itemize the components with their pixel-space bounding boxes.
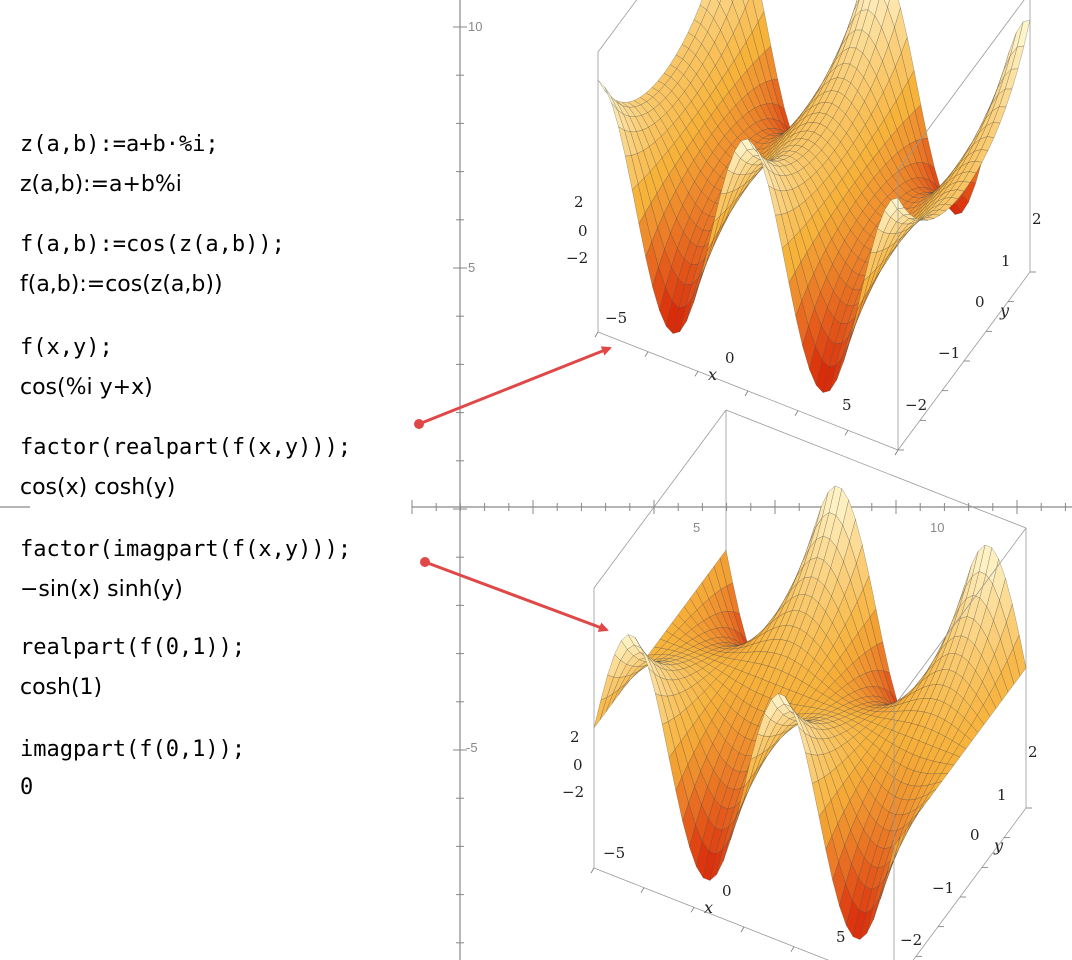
output-line: cos(x) cosh(y) [20, 475, 176, 500]
x-tick-mark [790, 946, 795, 952]
y-tick-label: 0 [975, 293, 985, 311]
bounding-box-edge [593, 409, 727, 589]
bounding-box-edge [893, 527, 1027, 707]
z-tick-label: 2 [570, 728, 580, 746]
y-tick-label: 0 [970, 826, 980, 844]
y-tick-label-neg5: -5 [466, 740, 478, 755]
x-tick-label: 5 [842, 396, 852, 414]
x-tick-mark [740, 926, 745, 933]
y-axis-label: y [993, 836, 1004, 855]
z-tick-label: 0 [578, 222, 588, 240]
y-tick-label: −1 [932, 879, 954, 897]
input-line[interactable]: f(a,b):=cos(z(a,b)); [20, 232, 285, 257]
bounding-box-edge [597, 0, 638, 53]
bounding-box-edge [725, 409, 1027, 529]
y-tick-label: −2 [905, 396, 927, 414]
x-tick-mark [640, 887, 645, 893]
real-part-surface-plot: 2 0 −2 −5 0 5 x 2 1 0 y −1 −2 [566, 0, 1042, 456]
surface-mesh [597, 0, 1031, 393]
z-tick-label: 2 [574, 193, 584, 211]
x-tick-mark [594, 331, 599, 338]
z-tick-label: −2 [566, 249, 588, 267]
x-tick-mark [644, 351, 649, 357]
y-tick-label: 1 [1001, 252, 1011, 270]
arrow-line [418, 346, 612, 426]
arrow-to-imag-plot [420, 557, 609, 632]
output-line: z(a,b):=a+b%i [20, 172, 182, 197]
output-line: −sin(x) sinh(y) [20, 577, 183, 602]
arrow-line [424, 560, 609, 632]
surface-patch [604, 87, 618, 111]
input-line[interactable]: f(x,y); [20, 335, 113, 360]
z-tick-label: 0 [573, 756, 583, 774]
y-tick-label: 2 [1028, 743, 1038, 761]
y-tick-label: 2 [1032, 210, 1042, 228]
x-tick-label: 5 [836, 928, 846, 946]
x-axis-label: x [704, 898, 713, 917]
x-tick-mark [794, 410, 799, 416]
x-tick-mark [690, 907, 695, 913]
y-tick-label: 1 [997, 786, 1007, 804]
z-tick-label: −2 [562, 783, 584, 801]
output-line: cos(%i y+x) [20, 375, 153, 400]
x-tick-mark [590, 867, 595, 874]
y-axis-label: y [999, 301, 1010, 320]
input-line[interactable]: z(a,b):=a+b·%i; [20, 132, 219, 157]
y-tick-label: −2 [900, 931, 922, 949]
output-line: 0 [20, 775, 34, 800]
y-tick-label: −1 [938, 344, 960, 362]
x-axis-label: x [708, 365, 717, 384]
y-tick-label-10: 10 [468, 19, 482, 34]
x-tick-label: 0 [722, 882, 732, 900]
input-line[interactable]: factor(imagpart(f(x,y))); [20, 537, 352, 562]
x-tick-mark [694, 371, 699, 377]
x-tick-label: 0 [725, 349, 735, 367]
bounding-box-edge [897, 0, 1025, 171]
input-line[interactable]: imagpart(f(0,1)); [20, 737, 246, 762]
x-tick-mark [844, 430, 849, 436]
x-tick-label: −5 [605, 309, 627, 327]
surface-patch [731, 0, 734, 3]
x-tick-label-5: 5 [693, 520, 700, 535]
x-tick-label: −5 [603, 844, 625, 862]
x-tick-mark [894, 449, 899, 456]
y-tick-label-5: 5 [468, 260, 475, 275]
output-line: f(a,b):=cos(z(a,b)) [20, 272, 223, 297]
imag-part-surface-plot: 2 0 −2 −5 0 5 x 2 1 0 y −1 −2 [562, 409, 1038, 960]
input-line[interactable]: realpart(f(0,1)); [20, 635, 246, 660]
x-tick-label-10: 10 [930, 520, 944, 535]
surface-mesh [593, 485, 1027, 940]
x-tick-mark [744, 390, 749, 397]
output-line: cosh(1) [20, 675, 103, 700]
arrow-to-real-plot [414, 346, 612, 429]
input-line[interactable]: factor(realpart(f(x,y))); [20, 435, 352, 460]
